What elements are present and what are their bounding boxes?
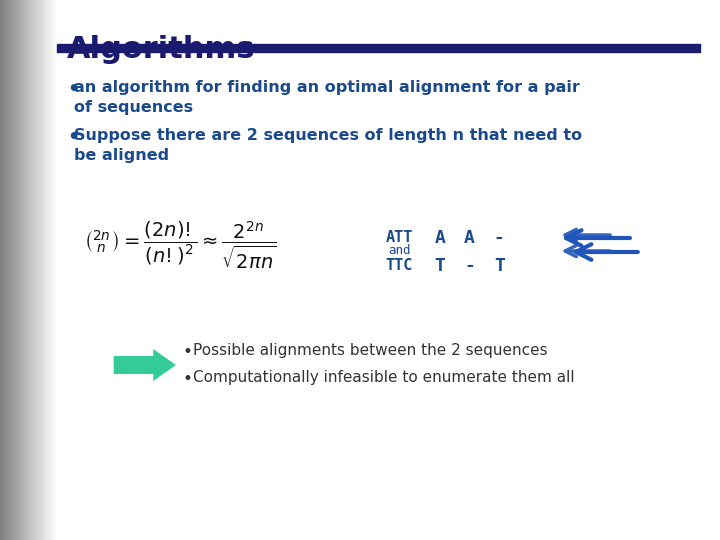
Bar: [32, 0, 34, 540]
Bar: [35, 0, 37, 540]
Bar: [18, 0, 19, 540]
Text: A: A: [464, 229, 475, 247]
Bar: [0, 0, 1, 540]
Bar: [13, 0, 14, 540]
Bar: [47, 0, 48, 540]
Bar: [58, 44, 700, 52]
Bar: [30, 0, 31, 540]
Bar: [45, 0, 46, 540]
Text: Computationally infeasible to enumerate them all: Computationally infeasible to enumerate …: [193, 370, 575, 385]
Bar: [20, 0, 22, 540]
Bar: [46, 0, 48, 540]
Bar: [36, 0, 37, 540]
Bar: [27, 0, 29, 540]
Text: -: -: [464, 257, 475, 275]
Bar: [14, 0, 16, 540]
Text: •: •: [183, 370, 193, 388]
Text: $\binom{2n}{n} = \dfrac{(2n)!}{(n!)^2} \approx \dfrac{2^{2n}}{\sqrt{2\pi n}}$: $\binom{2n}{n} = \dfrac{(2n)!}{(n!)^2} \…: [84, 219, 276, 271]
Bar: [32, 0, 33, 540]
Bar: [14, 0, 15, 540]
Text: Possible alignments between the 2 sequences: Possible alignments between the 2 sequen…: [193, 343, 547, 358]
Bar: [2, 0, 3, 540]
Bar: [25, 0, 27, 540]
Bar: [39, 0, 40, 540]
Bar: [22, 0, 23, 540]
Bar: [50, 0, 51, 540]
Bar: [31, 0, 32, 540]
Bar: [29, 0, 30, 540]
Bar: [42, 0, 44, 540]
Bar: [4, 0, 6, 540]
Bar: [15, 0, 17, 540]
Bar: [21, 0, 22, 540]
Bar: [40, 0, 41, 540]
Bar: [24, 0, 26, 540]
Bar: [17, 0, 19, 540]
Bar: [53, 0, 54, 540]
Bar: [24, 0, 25, 540]
Polygon shape: [114, 349, 176, 381]
Bar: [9, 0, 11, 540]
Bar: [28, 0, 30, 540]
Text: •: •: [67, 80, 80, 99]
Bar: [0, 0, 5, 540]
Bar: [22, 0, 24, 540]
Bar: [42, 0, 43, 540]
Bar: [52, 0, 53, 540]
Bar: [37, 0, 39, 540]
Bar: [11, 0, 12, 540]
Bar: [1, 0, 2, 540]
Bar: [3, 0, 4, 540]
Bar: [17, 0, 18, 540]
Bar: [34, 0, 35, 540]
Bar: [7, 0, 9, 540]
Bar: [38, 0, 40, 540]
Bar: [26, 0, 27, 540]
Text: TTC: TTC: [385, 258, 413, 273]
Text: •: •: [67, 128, 80, 147]
Bar: [4, 0, 5, 540]
Text: T: T: [494, 257, 505, 275]
Text: Suppose there are 2 sequences of length n that need to
be aligned: Suppose there are 2 sequences of length …: [74, 128, 582, 163]
Text: A: A: [434, 229, 446, 247]
Text: -: -: [494, 229, 505, 247]
Bar: [43, 0, 45, 540]
Bar: [53, 0, 55, 540]
Text: •: •: [183, 343, 193, 361]
Bar: [35, 0, 36, 540]
Bar: [12, 0, 13, 540]
Text: ATT: ATT: [385, 230, 413, 245]
Text: T: T: [434, 257, 446, 275]
Bar: [6, 0, 8, 540]
Bar: [8, 0, 9, 540]
Text: Algorithms: Algorithms: [67, 35, 256, 64]
Bar: [19, 0, 20, 540]
Bar: [49, 0, 50, 540]
Bar: [45, 0, 47, 540]
Bar: [41, 0, 42, 540]
Bar: [10, 0, 12, 540]
Text: an algorithm for finding an optimal alignment for a pair
of sequences: an algorithm for finding an optimal alig…: [74, 80, 580, 115]
Bar: [48, 0, 50, 540]
Bar: [50, 0, 52, 540]
Text: and: and: [389, 244, 411, 257]
